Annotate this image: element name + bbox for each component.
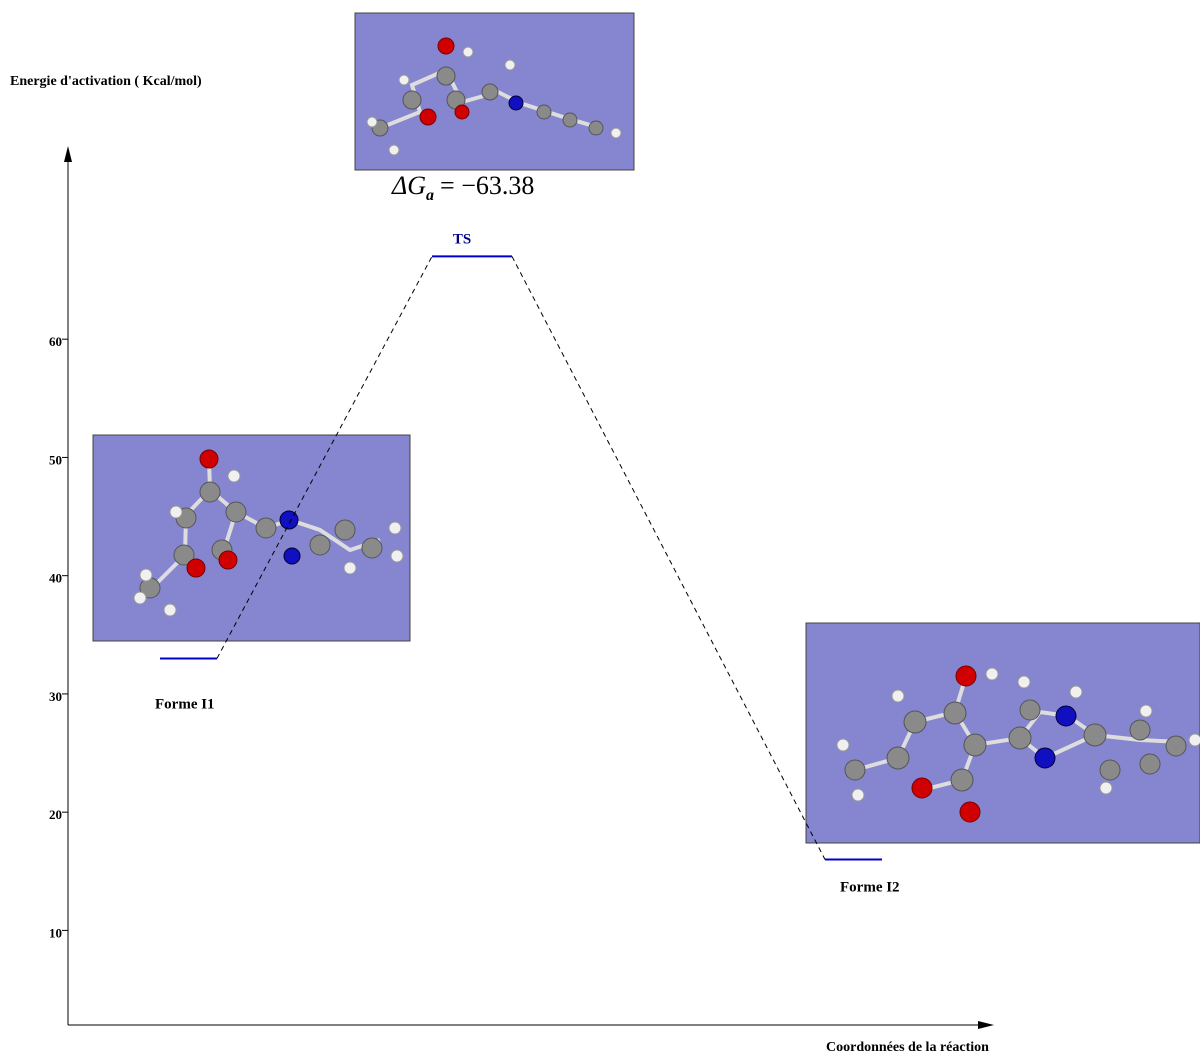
molecule-i1 [93, 435, 410, 641]
molecule-ts [355, 13, 634, 170]
molecule-i2 [806, 623, 1200, 843]
connector [512, 256, 825, 859]
y-arrow [64, 146, 72, 162]
y-tick-label: 10 [49, 925, 62, 940]
y-tick-label: 20 [49, 807, 62, 822]
x-axis-label: Coordonnées de la réaction [826, 1040, 989, 1055]
x-arrow [978, 1021, 994, 1029]
annotation: ΔGa = −63.38 [391, 171, 534, 204]
y-tick-label: 50 [49, 452, 62, 467]
y-tick-label: 60 [49, 334, 62, 349]
level-label: TS [453, 231, 471, 247]
chart: Energie d'activation ( Kcal/mol) Coordon… [0, 0, 1200, 1059]
y-axis-label: Energie d'activation ( Kcal/mol) [10, 74, 202, 89]
annotation-text: = −63.38 [440, 171, 534, 200]
y-tick-label: 40 [49, 571, 62, 586]
level-label: Forme I2 [840, 879, 900, 895]
y-tick-label: 30 [49, 689, 62, 704]
level-label: Forme I1 [155, 696, 215, 712]
annotation-subscript: a [426, 187, 434, 204]
annotation-symbol: ΔG [391, 171, 426, 200]
